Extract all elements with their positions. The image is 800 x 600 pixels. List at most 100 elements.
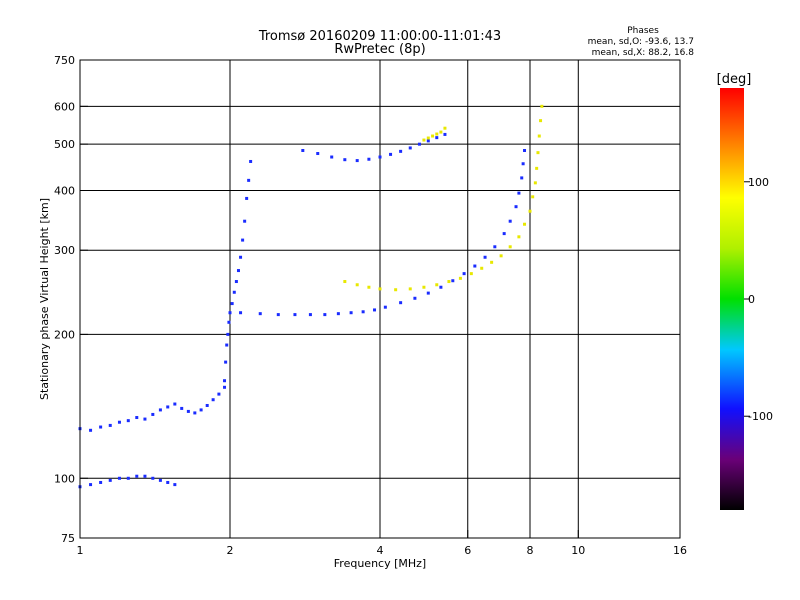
data-point xyxy=(483,255,487,259)
data-point xyxy=(413,296,417,300)
data-point xyxy=(336,312,340,316)
colorbar-ticks: 100 0 -100 xyxy=(744,176,773,423)
x-tick-label: 10 xyxy=(571,544,585,557)
data-point xyxy=(186,409,190,413)
y-tick-label: 300 xyxy=(54,244,75,257)
data-point xyxy=(435,136,439,140)
y-tick-label: 100 xyxy=(54,472,75,485)
x-axis-label: Frequency [MHz] xyxy=(334,557,426,570)
data-point xyxy=(241,238,245,242)
data-point xyxy=(462,272,466,276)
data-point xyxy=(508,219,512,223)
data-point xyxy=(426,139,430,143)
data-point xyxy=(480,266,484,270)
data-point xyxy=(540,104,544,108)
data-point xyxy=(439,130,443,134)
data-point xyxy=(143,417,147,421)
data-point xyxy=(473,264,477,268)
data-point xyxy=(173,402,177,406)
data-point xyxy=(166,405,170,409)
chart-subtitle: RwPretec (8p) xyxy=(334,42,425,57)
data-point xyxy=(521,162,525,166)
data-point xyxy=(373,308,377,312)
data-point xyxy=(399,149,403,153)
data-point xyxy=(531,195,535,199)
data-point xyxy=(173,483,177,487)
data-point xyxy=(517,191,521,195)
data-point xyxy=(293,313,297,317)
data-point xyxy=(158,478,162,482)
phases-heading: Phases xyxy=(627,26,659,36)
data-point xyxy=(135,474,139,478)
data-point xyxy=(435,283,439,287)
phases-x-line: mean, sd,X: 88.2, 16.8 xyxy=(592,48,695,58)
data-point xyxy=(422,285,426,289)
y-tick-label: 500 xyxy=(54,138,75,151)
x-tick-label: 4 xyxy=(377,544,384,557)
data-point xyxy=(389,152,393,156)
phases-o-line: mean, sd,O: -93.6, 13.7 xyxy=(588,37,694,47)
data-point xyxy=(439,285,443,289)
data-point xyxy=(528,209,532,213)
data-point xyxy=(535,166,539,170)
data-point xyxy=(520,176,524,180)
data-point xyxy=(89,428,93,432)
data-point xyxy=(245,196,249,200)
data-point xyxy=(493,245,497,249)
x-tick-label: 6 xyxy=(464,544,471,557)
data-point xyxy=(426,291,430,295)
data-point xyxy=(490,260,494,264)
data-point xyxy=(247,178,251,182)
data-point xyxy=(224,360,228,364)
data-point xyxy=(143,474,147,478)
data-point xyxy=(469,272,473,276)
data-point xyxy=(517,235,521,239)
data-point xyxy=(301,148,305,152)
data-point xyxy=(508,245,512,249)
data-point xyxy=(225,343,229,347)
data-point xyxy=(435,132,439,136)
y-tick-label: 75 xyxy=(61,532,75,545)
colorbar-tick-label: 100 xyxy=(748,176,769,189)
y-axis-label: Stationary phase Virtual Height [km] xyxy=(38,198,51,400)
x-tick-label: 8 xyxy=(527,544,534,557)
data-point xyxy=(536,151,540,155)
data-point xyxy=(227,320,231,324)
data-point xyxy=(99,480,103,484)
data-point xyxy=(211,398,215,402)
data-point xyxy=(355,283,359,287)
x-tick-label: 2 xyxy=(227,544,234,557)
data-point xyxy=(533,181,537,185)
data-layer xyxy=(78,104,544,489)
y-tick-label: 400 xyxy=(54,184,75,197)
data-point xyxy=(383,305,387,309)
x-tick-label: 16 xyxy=(673,544,687,557)
data-point xyxy=(166,480,170,484)
data-point xyxy=(151,476,155,480)
data-point xyxy=(217,392,221,396)
data-point xyxy=(523,222,527,226)
y-tick-label: 750 xyxy=(54,54,75,67)
data-point xyxy=(108,478,112,482)
data-point xyxy=(502,232,506,236)
data-point xyxy=(234,280,238,284)
data-point xyxy=(458,276,462,280)
data-point xyxy=(343,158,347,162)
colorbar xyxy=(720,88,744,510)
data-point xyxy=(239,255,243,259)
data-point xyxy=(355,159,359,163)
data-point xyxy=(223,385,227,389)
data-point xyxy=(426,136,430,140)
data-point xyxy=(126,476,130,480)
data-point xyxy=(316,152,320,156)
data-point xyxy=(205,403,209,407)
data-point xyxy=(135,416,139,420)
data-point xyxy=(193,411,197,415)
data-point xyxy=(226,332,230,336)
colorbar-tick-label: 0 xyxy=(748,293,755,306)
data-point xyxy=(367,285,371,289)
data-point xyxy=(514,205,518,209)
data-point xyxy=(199,408,203,412)
data-point xyxy=(408,287,412,291)
data-point xyxy=(158,408,162,412)
